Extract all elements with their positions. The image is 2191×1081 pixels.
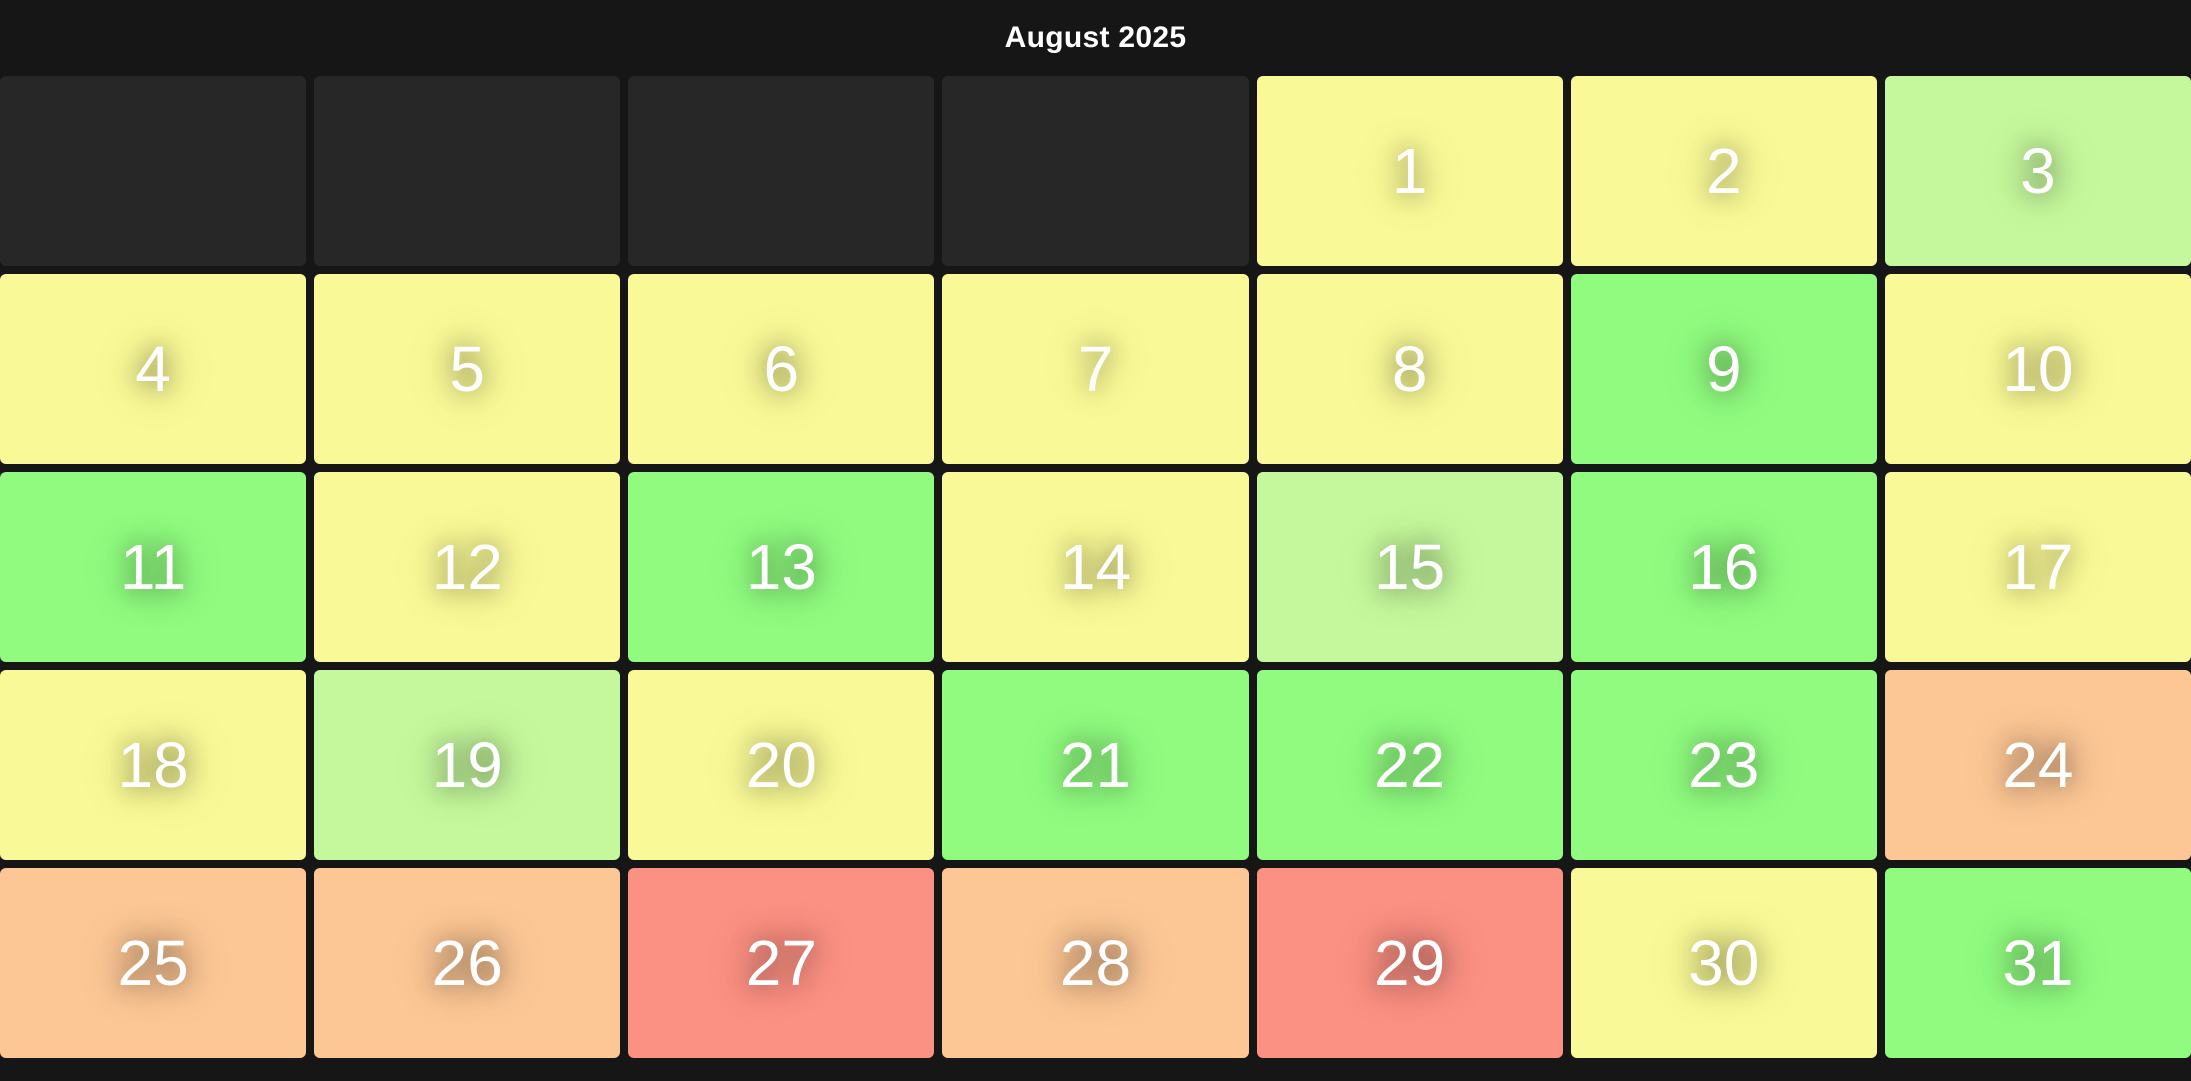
day-cell[interactable]: 7 bbox=[942, 274, 1249, 464]
day-cell[interactable]: 28 bbox=[942, 868, 1249, 1058]
day-cell[interactable]: 21 bbox=[942, 670, 1249, 860]
day-cell[interactable]: 11 bbox=[0, 472, 307, 662]
day-cell[interactable]: 15 bbox=[1256, 472, 1563, 662]
day-number: 20 bbox=[745, 729, 817, 801]
day-cell[interactable]: 12 bbox=[314, 472, 621, 662]
day-number: 11 bbox=[119, 531, 187, 603]
day-number: 21 bbox=[1059, 729, 1132, 801]
day-cell[interactable]: 24 bbox=[1884, 670, 2191, 860]
day-number: 23 bbox=[1688, 729, 1760, 801]
day-number: 22 bbox=[1374, 729, 1446, 801]
day-number: 5 bbox=[449, 333, 485, 405]
day-number: 6 bbox=[763, 333, 800, 405]
empty-day-cell bbox=[0, 76, 307, 266]
month-title: August 2025 bbox=[1004, 21, 1187, 54]
day-cell[interactable]: 17 bbox=[1884, 472, 2191, 662]
day-cell[interactable]: 26 bbox=[314, 868, 621, 1058]
day-number: 8 bbox=[1391, 333, 1428, 405]
day-cell[interactable]: 4 bbox=[0, 274, 307, 464]
day-cell[interactable]: 22 bbox=[1256, 670, 1563, 860]
day-cell[interactable]: 10 bbox=[1884, 274, 2191, 464]
day-number: 12 bbox=[431, 531, 503, 603]
day-cell[interactable]: 2 bbox=[1570, 76, 1877, 266]
day-number: 19 bbox=[431, 729, 503, 801]
day-number: 30 bbox=[1688, 927, 1760, 999]
day-cell[interactable]: 16 bbox=[1570, 472, 1877, 662]
day-cell[interactable]: 3 bbox=[1884, 76, 2191, 266]
day-cell[interactable]: 29 bbox=[1256, 868, 1563, 1058]
day-number: 24 bbox=[2002, 729, 2074, 801]
day-cell[interactable]: 31 bbox=[1884, 868, 2191, 1058]
day-cell[interactable]: 19 bbox=[314, 670, 621, 860]
day-cell[interactable]: 6 bbox=[628, 274, 935, 464]
day-number: 9 bbox=[1705, 333, 1742, 405]
day-number: 4 bbox=[135, 333, 171, 405]
day-number: 7 bbox=[1077, 333, 1114, 405]
day-cell[interactable]: 8 bbox=[1256, 274, 1563, 464]
day-number: 17 bbox=[2002, 531, 2074, 603]
day-cell[interactable]: 23 bbox=[1570, 670, 1877, 860]
day-cell[interactable]: 25 bbox=[0, 868, 307, 1058]
calendar-header: August 2025 bbox=[0, 0, 2191, 76]
day-number: 29 bbox=[1374, 927, 1446, 999]
day-cell[interactable]: 18 bbox=[0, 670, 307, 860]
day-number: 1 bbox=[1391, 135, 1428, 207]
day-cell[interactable]: 30 bbox=[1570, 868, 1877, 1058]
day-number: 2 bbox=[1705, 135, 1742, 207]
day-number: 14 bbox=[1059, 531, 1132, 603]
empty-day-cell bbox=[628, 76, 935, 266]
day-cell[interactable]: 9 bbox=[1570, 274, 1877, 464]
day-number: 31 bbox=[2002, 927, 2074, 999]
day-number: 15 bbox=[1374, 531, 1446, 603]
day-number: 26 bbox=[431, 927, 503, 999]
day-number: 25 bbox=[117, 927, 189, 999]
day-cell[interactable]: 14 bbox=[942, 472, 1249, 662]
calendar-grid: 1 2 3 4 5 6 7 8 9 10 11 12 13 14 15 16 17 18 19 20 21 22 23 24 2… bbox=[0, 76, 2191, 1058]
day-number: 28 bbox=[1059, 927, 1132, 999]
day-cell[interactable]: 20 bbox=[628, 670, 935, 860]
day-cell[interactable]: 5 bbox=[314, 274, 621, 464]
day-number: 3 bbox=[2020, 135, 2056, 207]
day-number: 16 bbox=[1688, 531, 1760, 603]
day-cell[interactable]: 27 bbox=[628, 868, 935, 1058]
day-number: 27 bbox=[745, 927, 817, 999]
day-number: 18 bbox=[117, 729, 189, 801]
day-cell[interactable]: 1 bbox=[1256, 76, 1563, 266]
empty-day-cell bbox=[314, 76, 621, 266]
day-number: 10 bbox=[2002, 333, 2074, 405]
day-cell[interactable]: 13 bbox=[628, 472, 935, 662]
day-number: 13 bbox=[745, 531, 817, 603]
empty-day-cell bbox=[942, 76, 1249, 266]
